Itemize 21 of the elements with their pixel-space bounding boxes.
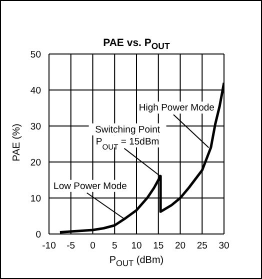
y-axis-title: PAE (%) [12, 122, 22, 164]
chart-title: PAE vs. P$_{OUT}$ [102, 37, 171, 52]
y-tick-label: 20 [30, 157, 41, 168]
y-tick-label: 50 [30, 49, 41, 60]
x-tick-label: 5 [112, 240, 118, 252]
annotation: Switching Point P$_{OUT}$ = 15dBm [95, 124, 160, 151]
x-tick-label: 0 [90, 240, 96, 252]
y-tick-label: 40 [30, 85, 41, 96]
x-tick-label: 25 [196, 240, 208, 252]
y-tick-label: 10 [30, 193, 41, 204]
x-tick-label: 20 [174, 240, 186, 252]
x-tick-label: -10 [42, 240, 56, 252]
annotation: Low Power Mode [54, 180, 127, 192]
y-tick-label: 30 [30, 121, 41, 132]
x-tick-label: 10 [131, 240, 142, 252]
x-tick-label: -5 [66, 240, 76, 252]
x-axis-title: P$_{OUT}$ (dBm) [108, 255, 165, 268]
x-tick-label: 15 [153, 240, 164, 252]
annotation: High Power Mode [138, 102, 214, 114]
x-tick-label: 30 [218, 240, 230, 252]
y-tick-label: 0 [36, 229, 41, 240]
